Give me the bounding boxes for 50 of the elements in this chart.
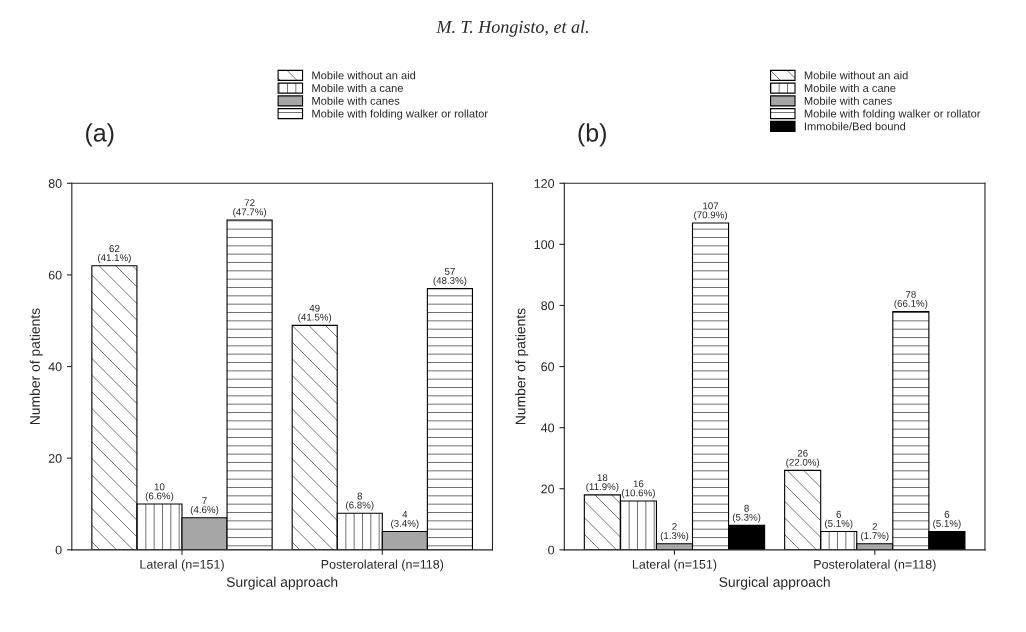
y-tick-label: 60 xyxy=(48,270,62,280)
chart-title: (b) xyxy=(578,123,606,147)
data-label: 4 (3.4%) xyxy=(391,510,419,529)
y-tick-label: 40 xyxy=(48,362,62,372)
legend-label: Mobile with a cane xyxy=(312,83,403,93)
x-tick-label: Lateral (n=151) xyxy=(140,559,224,572)
y-axis-title: Number of patients xyxy=(515,308,529,425)
data-label: 2 (1.7%) xyxy=(861,523,889,541)
data-label: 7 (4.6%) xyxy=(190,497,219,515)
data-label: 18 (11.9%) xyxy=(586,474,619,493)
x-tick-label: Lateral (n=151) xyxy=(632,559,717,572)
legend-label: Mobile with canes xyxy=(312,96,400,105)
data-label: 57 (48.3%) xyxy=(433,268,467,286)
y-tick-label: 80 xyxy=(48,179,62,188)
data-label: 72 (47.7%) xyxy=(233,199,267,218)
legend-label: Mobile without an aid xyxy=(804,71,908,80)
x-tick-label: Posterolateral (n=118) xyxy=(321,559,444,572)
legend-label: Mobile with folding walker or rollator xyxy=(312,109,488,120)
legend-label: Mobile with canes xyxy=(804,96,892,105)
data-label: 2 (1.3%) xyxy=(660,523,689,541)
data-label: 8 (5.3%) xyxy=(732,504,761,523)
data-label: 107 (70.9%) xyxy=(694,202,727,221)
data-label: 6 (5.1%) xyxy=(825,510,853,529)
y-axis-title: Number of patients xyxy=(29,308,43,425)
y-tick-label: 40 xyxy=(540,423,555,433)
y-tick-label: 100 xyxy=(534,240,555,250)
data-label: 16 (10.6%) xyxy=(622,480,655,499)
chart-title: (a) xyxy=(85,123,114,147)
x-tick-label: Posterolateral (n=118) xyxy=(814,559,936,572)
data-label: 78 (66.1%) xyxy=(894,290,928,309)
legend-label: Immobile/Bed bound xyxy=(804,122,906,131)
y-tick-label: 120 xyxy=(534,179,555,188)
legend-label: Mobile with folding walker or rollator xyxy=(804,109,981,120)
y-tick-label: 20 xyxy=(48,454,62,463)
legend-label: Mobile without an aid xyxy=(312,71,416,80)
data-label: 62 (41.1%) xyxy=(97,245,131,263)
data-label: 49 (41.5%) xyxy=(298,304,332,323)
y-tick-label: 60 xyxy=(541,362,555,372)
y-tick-label: 0 xyxy=(548,545,555,555)
data-label: 26 (22.0%) xyxy=(786,449,820,468)
legend-label: Mobile with a cane xyxy=(804,83,896,93)
data-label: 8 (6.8%) xyxy=(346,492,374,511)
text: M. T. Hongisto, et al. xyxy=(436,20,588,37)
y-tick-label: 0 xyxy=(55,545,62,555)
y-tick-label: 80 xyxy=(541,301,555,311)
x-axis-title: Surgical approach xyxy=(226,576,338,590)
x-axis-title: Surgical approach xyxy=(719,576,830,590)
y-tick-label: 20 xyxy=(541,484,555,494)
data-label: 6 (5.1%) xyxy=(933,510,961,529)
data-label: 10 (6.6%) xyxy=(145,483,174,502)
